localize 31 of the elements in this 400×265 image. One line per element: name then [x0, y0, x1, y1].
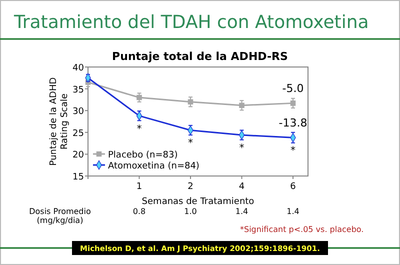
annotation: -5.0 — [282, 82, 304, 96]
chart-subtitle: Puntaje total de la ADHD-RS — [112, 50, 288, 63]
text: 1.4 — [286, 207, 300, 216]
x-tick-label: 4 — [238, 182, 245, 192]
y-tick-label: 15 — [72, 172, 84, 182]
y-axis-title: Puntaje de la ADHD Rating Scale — [49, 77, 70, 166]
annotation: -13.8 — [278, 116, 308, 130]
x-tick-label: 6 — [290, 182, 296, 192]
x-tick-label: 2 — [188, 182, 194, 192]
y-tick-label: 30 — [72, 107, 84, 118]
text: 1.4 — [235, 207, 248, 216]
text: *Significant p<.05 vs. placebo. — [240, 225, 364, 234]
x-tick-label: 1 — [136, 182, 142, 192]
x-axis-title: Semanas de Tratamiento — [142, 197, 255, 207]
point — [290, 100, 296, 106]
annotation: * — [136, 124, 142, 135]
annotation: * — [239, 143, 244, 154]
point — [239, 102, 244, 108]
y-tick-label: 35 — [72, 85, 84, 96]
chart-title: Tratamiento del TDAH con Atomoxetina — [13, 12, 369, 33]
text: Dosis Promedio (mg/kg/dia) — [29, 207, 91, 225]
y-tick-label: 20 — [72, 150, 84, 161]
legend-label: Atomoxetina (n=84) — [108, 162, 200, 172]
text: 0.8 — [132, 207, 146, 216]
annotation: * — [290, 146, 296, 157]
y-tick-label: 40 — [72, 64, 84, 74]
point — [188, 99, 194, 105]
text: 1.0 — [184, 207, 197, 216]
legend-label: Placebo (n=83) — [108, 150, 178, 160]
annotation: * — [188, 138, 193, 150]
y-tick-label: 25 — [72, 128, 84, 139]
